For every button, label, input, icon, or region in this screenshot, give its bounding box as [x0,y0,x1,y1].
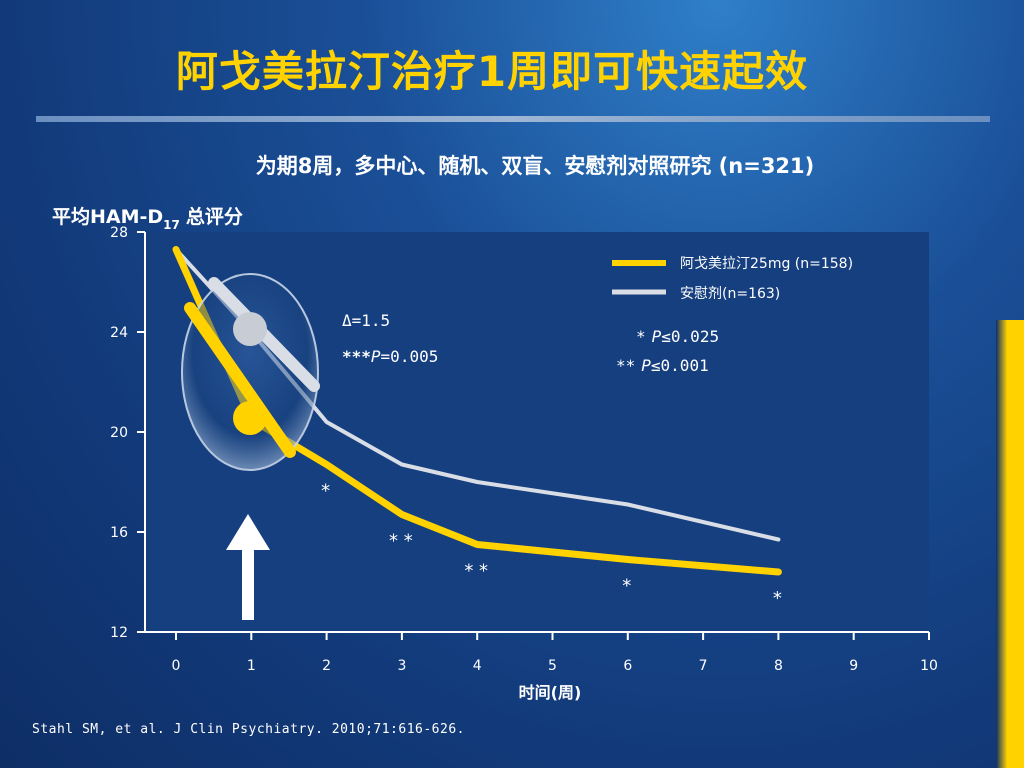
x-tick-label: 10 [920,658,938,674]
y-tick-label: 16 [110,525,128,541]
significance-mark: * * [464,561,488,582]
lens-agomelatine-segment [184,302,296,458]
significance-marks: * * * * * * * [321,481,782,610]
y-axis-label-tail: 总评分 [185,206,243,228]
x-axis-label: 时间(周) [519,683,582,702]
study-subtitle: 为期8周，多中心、随机、双盲、安慰剂对照研究 (n=321) [255,154,815,178]
x-tick-label: 6 [623,658,632,674]
y-tick-label: 24 [110,325,128,341]
y-tick-label: 28 [110,225,128,241]
x-tick-label: 2 [322,658,331,674]
x-tick-label: 8 [774,658,783,674]
citation: Stahl SM, et al. J Clin Psychiatry. 2010… [32,722,465,737]
magnifier-lens [181,273,320,471]
x-tick-label: 7 [699,658,708,674]
decorative-side-bar [996,320,1024,768]
lens-agomelatine-dot [233,401,267,435]
x-tick-label: 4 [473,658,482,674]
y-tick-label: 12 [110,625,128,641]
footnote-p025: * P≤0.025 [636,327,719,346]
legend-label-placebo: 安慰剂(n=163) [680,285,780,302]
legend-label-agomelatine: 阿戈美拉汀25mg (n=158) [680,256,853,272]
p-value-annotation: ***P=0.005 [342,347,438,366]
y-axis-label-main: 平均HAM-D [52,206,164,228]
x-tick-label: 3 [397,658,406,674]
week1-arrow [226,514,270,620]
significance-mark: * [622,576,631,597]
y-tick-label: 20 [110,425,128,441]
slide-title: 阿戈美拉汀治疗1周即可快速起效 [175,47,809,96]
y-axis-label: 平均HAM-D17 总评分 [52,202,243,232]
title-divider [36,116,990,122]
delta-annotation: Δ=1.5 [342,311,390,330]
y-axis-label-subscript: 17 [163,218,180,232]
x-tick-label: 9 [849,658,858,674]
legend: 阿戈美拉汀25mg (n=158) 安慰剂(n=163) [612,256,853,302]
significance-mark: * [321,481,330,502]
significance-mark: * * [389,531,413,552]
x-tick-label: 0 [172,658,181,674]
x-tick-label: 1 [247,658,256,674]
footnote-p001: ** P≤0.001 [616,356,709,375]
x-tick-label: 5 [548,658,557,674]
lens-placebo-dot [233,312,267,346]
significance-mark: * [773,588,782,609]
